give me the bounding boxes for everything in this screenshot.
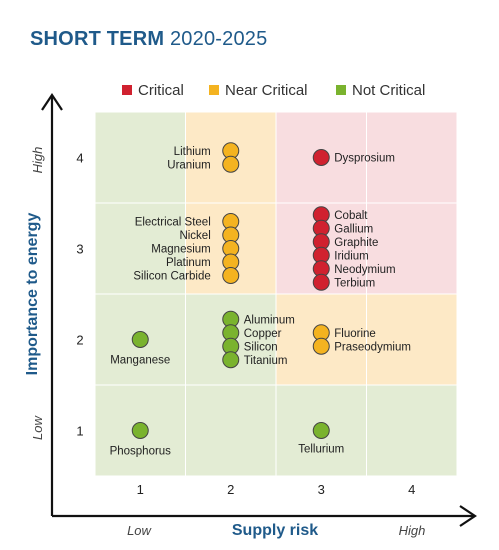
- data-label: Nickel: [179, 230, 210, 242]
- x-tick-label: 3: [318, 482, 325, 497]
- legend-swatch-critical: [122, 85, 132, 95]
- y-tick-label: 1: [76, 424, 83, 439]
- data-label: Neodymium: [334, 264, 395, 276]
- data-label: Cobalt: [334, 210, 368, 222]
- data-label: Gallium: [334, 223, 373, 235]
- zone-cell-4-1: [366, 385, 457, 476]
- zone-cell-2-1: [185, 385, 276, 476]
- y-axis-low-label: Low: [30, 414, 45, 439]
- x-tick-label: 4: [408, 482, 415, 497]
- data-point: [131, 422, 149, 439]
- chart-title-light: 2020-2025: [169, 28, 268, 50]
- chart-title-bold: SHORT TERM: [30, 28, 165, 50]
- y-tick-label: 4: [76, 151, 83, 166]
- data-point: [222, 267, 240, 284]
- data-point: [312, 273, 330, 291]
- data-label: Platinum: [166, 257, 211, 269]
- data-label: Iridium: [334, 250, 369, 262]
- legend-swatch-near_critical: [209, 85, 219, 95]
- y-axis-high-label: High: [30, 147, 45, 174]
- data-label: Phosphorus: [110, 446, 172, 458]
- x-axis-arrow: [459, 505, 477, 527]
- zone-cell-4-2: [366, 294, 457, 385]
- legend-label-near_critical: Near Critical: [225, 82, 308, 99]
- data-label: Copper: [244, 328, 282, 340]
- legend-label-critical: Critical: [138, 82, 184, 99]
- x-axis-low-label: Low: [127, 523, 152, 538]
- data-point: [131, 331, 149, 348]
- y-tick-label: 2: [76, 333, 83, 348]
- data-label: Terbium: [334, 277, 375, 289]
- data-label: Aluminum: [244, 314, 295, 326]
- data-label: Graphite: [334, 237, 378, 249]
- data-point: [312, 337, 330, 355]
- data-label: Manganese: [110, 355, 170, 367]
- y-axis-title: Importance to energy: [24, 213, 41, 376]
- zone-cell-4-4: [366, 112, 457, 203]
- data-label: Praseodymium: [334, 341, 411, 353]
- zone-cell-1-4: [95, 112, 186, 203]
- data-point: [312, 149, 330, 166]
- data-label: Dysprosium: [334, 153, 395, 165]
- legend-swatch-not_critical: [336, 85, 346, 95]
- x-tick-label: 2: [227, 482, 234, 497]
- x-tick-label: 1: [137, 482, 144, 497]
- zone-cell-4-3: [366, 203, 457, 294]
- x-axis-high-label: High: [399, 523, 426, 538]
- data-label: Titanium: [244, 355, 288, 367]
- legend-label-not_critical: Not Critical: [352, 82, 425, 99]
- data-label: Electrical Steel: [135, 217, 211, 229]
- data-label: Fluorine: [334, 328, 376, 340]
- data-label: Tellurium: [298, 444, 344, 456]
- data-point: [312, 422, 330, 439]
- data-label: Uranium: [167, 159, 210, 171]
- x-axis-title: Supply risk: [232, 522, 318, 539]
- y-axis-arrow: [41, 93, 63, 111]
- data-label: Magnesium: [151, 244, 210, 256]
- data-label: Silicon: [244, 341, 278, 353]
- zone-cell-1-3: [95, 203, 186, 294]
- data-point: [222, 351, 240, 369]
- chart-title: SHORT TERM 2020-2025: [30, 28, 267, 51]
- data-point: [222, 155, 240, 173]
- y-tick-label: 3: [76, 242, 83, 257]
- data-label: Silicon Carbide: [133, 271, 210, 283]
- data-label: Lithium: [174, 146, 211, 158]
